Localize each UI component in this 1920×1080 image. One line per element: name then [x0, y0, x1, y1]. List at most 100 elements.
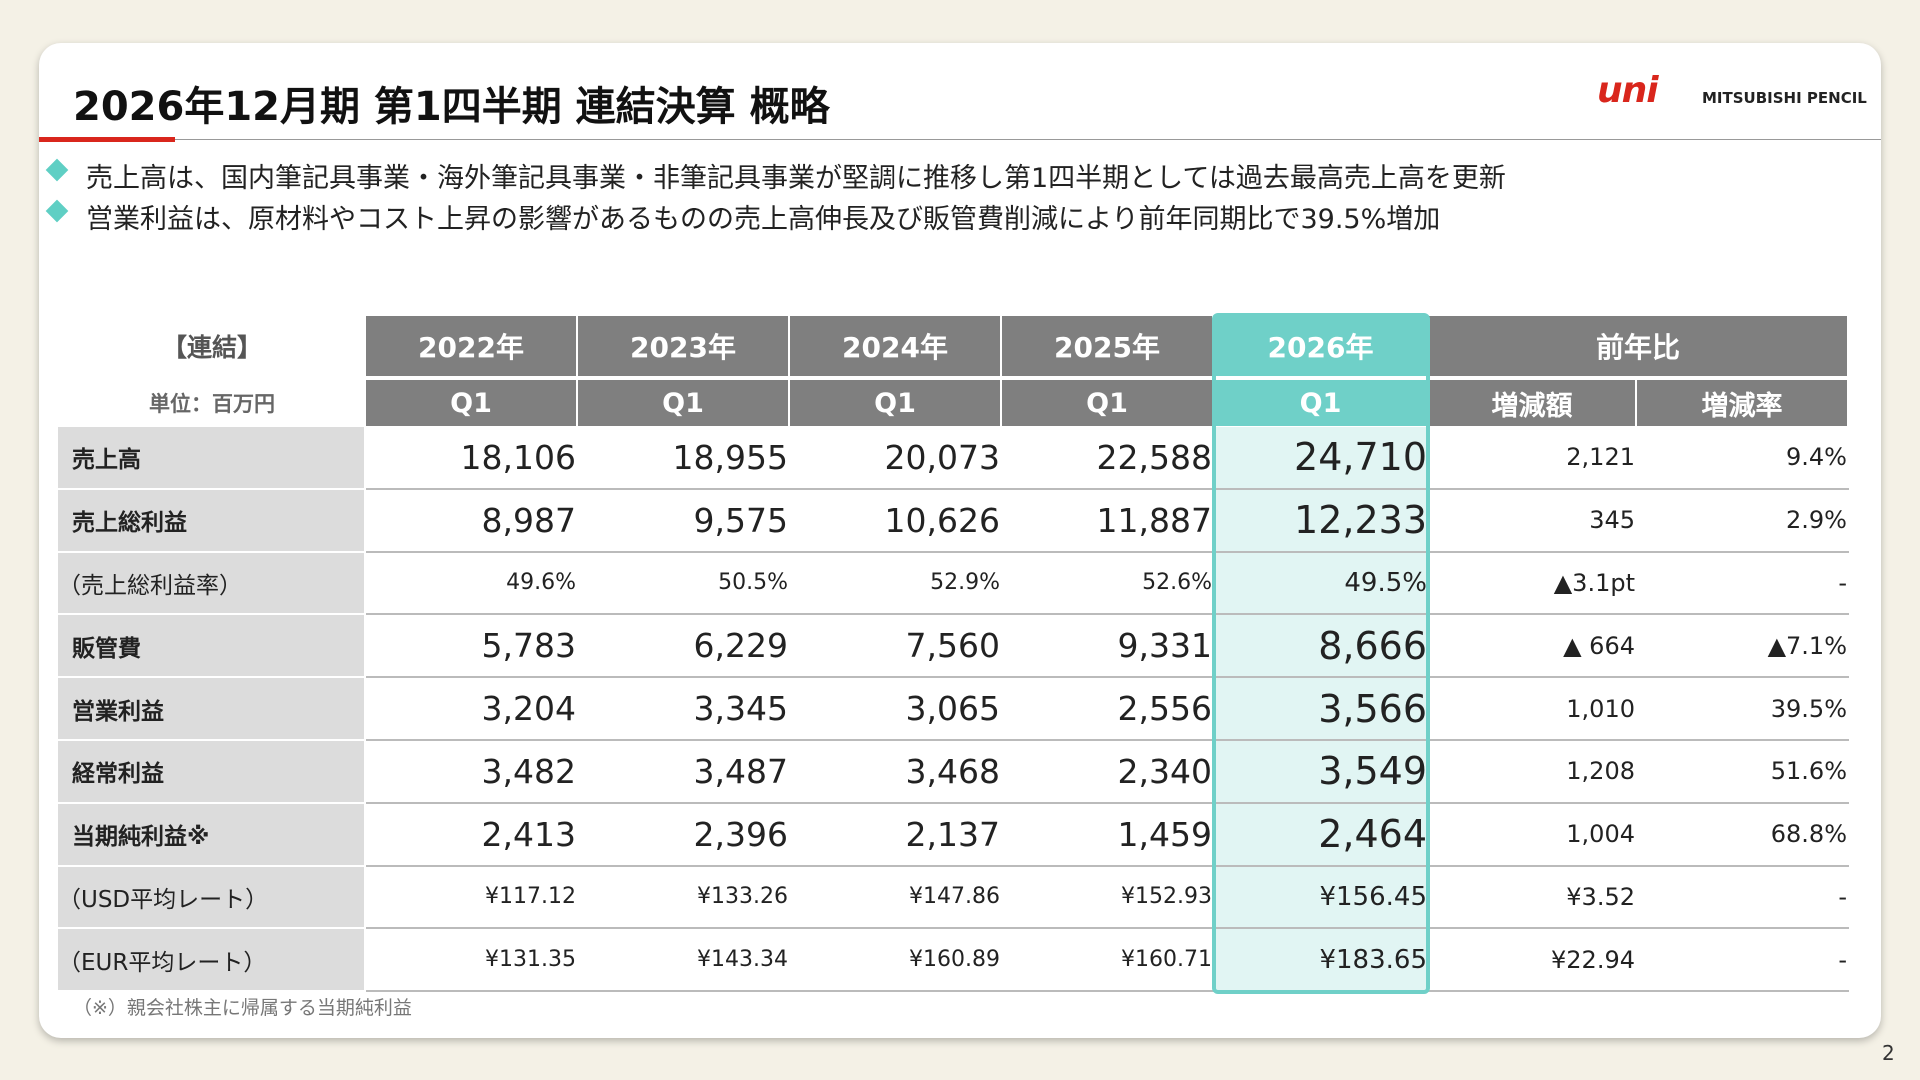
cell: ▲7.1%: [1767, 631, 1847, 660]
highlight-bg: [1214, 427, 1429, 993]
row-line: [366, 487, 1849, 490]
cell: 5,783: [481, 626, 576, 666]
row-label: （売上総利益率）: [58, 552, 364, 614]
cell: 68.8%: [1770, 820, 1847, 849]
sub-header: Q1: [366, 380, 576, 426]
group-header: 2026年: [1214, 316, 1427, 376]
group-header: 2025年: [1002, 316, 1212, 376]
row-label: 当期純利益※: [58, 803, 364, 865]
cell: ¥117.12: [485, 884, 576, 910]
cell: 8,666: [1318, 623, 1427, 668]
row-line: [366, 676, 1849, 679]
page-number: 2: [1882, 1041, 1895, 1065]
cell: 3,566: [1318, 686, 1427, 731]
logo-name: MITSUBISHI PENCIL: [1702, 89, 1867, 107]
sub-header: 増減額: [1429, 380, 1635, 426]
row-label: 販管費: [58, 615, 364, 677]
row-label: 売上高: [58, 427, 364, 488]
cell: -: [1838, 945, 1847, 974]
cell: 3,482: [481, 751, 576, 791]
cell: ¥131.35: [485, 947, 576, 973]
sub-header: Q1: [1002, 380, 1212, 426]
cell: ¥183.65: [1319, 944, 1427, 975]
cell: 18,106: [460, 437, 576, 477]
cell: ¥143.34: [697, 947, 788, 973]
row-line: [366, 801, 1849, 804]
cell: 1,208: [1566, 757, 1635, 786]
cell: 52.6%: [1142, 570, 1212, 596]
bullet-text: 売上高は、国内筆記具事業・海外筆記具事業・非筆記具事業が堅調に推移し第1四半期と…: [86, 163, 1506, 194]
cell: 11,887: [1096, 500, 1212, 540]
cell: 2,464: [1318, 812, 1427, 857]
sub-header: Q1: [578, 380, 788, 426]
cell: 8,987: [481, 500, 576, 540]
row-line: [366, 927, 1849, 930]
cell: 3,549: [1318, 749, 1427, 794]
unit: 単位：百万円: [149, 392, 275, 416]
cell: 2,340: [1117, 751, 1212, 791]
cell: ¥156.45: [1319, 881, 1427, 912]
group-header: 2024年: [790, 316, 1000, 376]
cell: 9,331: [1117, 626, 1212, 666]
title: 2026年12月期 第1四半期 連結決算 概略: [73, 84, 830, 130]
cell: 2,137: [905, 814, 1000, 854]
row-line: [366, 739, 1849, 741]
cell: 9.4%: [1786, 443, 1847, 472]
highlight-frame: [1212, 313, 1430, 995]
row-label: 売上総利益: [58, 489, 364, 551]
row-label: （EUR平均レート）: [58, 929, 364, 991]
cell: 18,955: [672, 437, 788, 477]
cell: 50.5%: [718, 570, 788, 596]
row-line: [366, 990, 1849, 993]
sub-header: Q1: [790, 380, 1000, 426]
cell: 2,396: [693, 814, 788, 854]
row-line: [366, 613, 1849, 616]
cell: 7,560: [905, 626, 1000, 666]
cell: 3,468: [905, 751, 1000, 791]
cell: 49.5%: [1344, 567, 1427, 598]
cell: ¥22.94: [1551, 945, 1635, 974]
cell: 3,204: [481, 689, 576, 729]
cell: ¥152.93: [1121, 884, 1212, 910]
sub-header: 増減率: [1637, 380, 1847, 426]
cell: -: [1838, 568, 1847, 597]
cell: -: [1838, 882, 1847, 911]
group-header: 2022年: [366, 316, 576, 376]
cell: 49.6%: [506, 570, 576, 596]
footnote: （※）親会社株主に帰属する当期純利益: [73, 997, 412, 1019]
group-header: 2023年: [578, 316, 788, 376]
cell: 39.5%: [1770, 694, 1847, 723]
row-line: [366, 550, 1849, 553]
cell: 2,121: [1566, 443, 1635, 472]
sub-header: Q1: [1214, 380, 1427, 426]
cell: ¥133.26: [697, 884, 788, 910]
cell: ¥147.86: [909, 884, 1000, 910]
cell: 6,229: [693, 626, 788, 666]
cell: 1,459: [1117, 814, 1212, 854]
cell: 1,004: [1566, 820, 1635, 849]
title-accent: [39, 137, 175, 142]
cell: 1,010: [1566, 694, 1635, 723]
cell: 51.6%: [1770, 757, 1847, 786]
rule: [175, 139, 1881, 140]
row-label: 経常利益: [58, 741, 364, 802]
row-label: 営業利益: [58, 678, 364, 739]
cell: ¥160.89: [909, 947, 1000, 973]
cell: 2.9%: [1786, 506, 1847, 535]
cell: 3,345: [693, 689, 788, 729]
cell: 24,710: [1294, 435, 1427, 480]
cell: 345: [1589, 506, 1635, 535]
cell: 9,575: [693, 500, 788, 540]
cell: 3,487: [693, 751, 788, 791]
cell: 22,588: [1096, 437, 1212, 477]
cell: ¥3.52: [1566, 882, 1635, 911]
cell: 12,233: [1294, 498, 1427, 543]
cell: 10,626: [884, 500, 1000, 540]
cell: ¥160.71: [1121, 947, 1212, 973]
logo-mark: uni: [1597, 70, 1659, 111]
cell: 2,413: [481, 814, 576, 854]
row-label: （USD平均レート）: [58, 866, 364, 928]
group-header: 前年比: [1429, 316, 1847, 376]
cell: 20,073: [884, 437, 1000, 477]
cell: ▲ 664: [1563, 631, 1635, 660]
